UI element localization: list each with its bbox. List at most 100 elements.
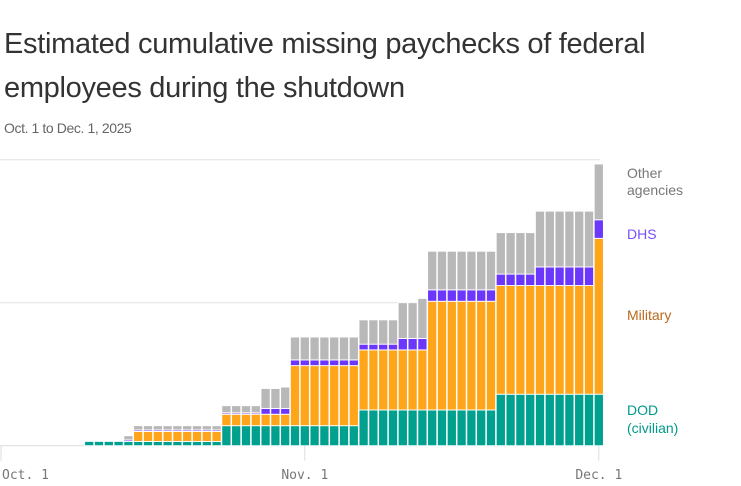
- bar-segment-dhs: [593, 219, 604, 239]
- bar-segment-dod-civilian: [133, 440, 144, 447]
- bar-segment-other-agencies: [289, 336, 301, 361]
- bar-segment-military: [436, 300, 448, 411]
- bar-segment-other-agencies: [476, 250, 487, 291]
- bar-segment-military: [368, 349, 379, 411]
- bar-segment-dhs: [495, 273, 506, 286]
- bar-segment-dod-civilian: [534, 393, 546, 447]
- bar-segment-dod-civilian: [456, 409, 467, 447]
- bar-segment-other-agencies: [583, 210, 595, 268]
- bar-segment-dod-civilian: [436, 409, 448, 447]
- bar-segment-dod-civilian: [446, 409, 457, 447]
- bar-segment-dhs: [289, 359, 301, 367]
- bar-segment-military: [534, 285, 546, 395]
- bar-segment-dhs: [534, 266, 546, 286]
- bar-segment-dod-civilian: [152, 440, 163, 447]
- x-tick-label: Nov. 1: [281, 468, 328, 483]
- bar-segment-dod-civilian: [505, 393, 516, 447]
- bar-segment-dod-civilian: [554, 393, 565, 447]
- bar-segment-dod-civilian: [387, 409, 399, 447]
- bar-segment-dod-civilian: [368, 409, 379, 447]
- bar-segment-military: [250, 413, 261, 427]
- bar-segment-dod-civilian: [329, 425, 340, 447]
- bar-segment-military: [466, 300, 477, 411]
- bar-segment-dod-civilian: [525, 393, 536, 447]
- bar-segment-military: [319, 365, 330, 427]
- bar-segment-dod-civilian: [84, 440, 95, 447]
- bar-segment-other-agencies: [260, 388, 271, 409]
- bar-segment-dod-civilian: [93, 440, 105, 447]
- x-axis: Oct. 1 Nov. 1 Dec. 1: [0, 445, 622, 483]
- bar-segment-other-agencies: [182, 425, 193, 431]
- bar-segment-military: [554, 285, 565, 395]
- bar-segment-dod-civilian: [201, 440, 212, 447]
- bar-segment-military: [270, 413, 281, 427]
- bar-segment-military: [564, 285, 575, 395]
- bar-segment-military: [338, 365, 350, 427]
- bar-segment-dod-civilian: [289, 425, 301, 447]
- title-line-1: Estimated cumulative missing paychecks o…: [4, 28, 646, 60]
- bar-segment-military: [289, 365, 301, 427]
- bar-segment-military: [133, 430, 144, 442]
- bar-segment-other-agencies: [456, 250, 467, 291]
- bar-segment-dhs: [544, 266, 555, 286]
- bar-segment-other-agencies: [172, 425, 183, 431]
- bar-segment-military: [211, 430, 222, 442]
- bar-segment-military: [231, 413, 242, 427]
- bar-segment-military: [407, 349, 418, 411]
- bar-segment-military: [201, 430, 212, 442]
- bar-segment-other-agencies: [397, 302, 408, 339]
- bar-segment-other-agencies: [564, 210, 575, 268]
- bar-segment-dod-civilian: [113, 440, 124, 447]
- bar-segment-dod-civilian: [260, 425, 271, 447]
- bar-segment-dhs: [446, 289, 457, 302]
- legend-label-other-agencies: Other agencies: [627, 165, 683, 198]
- bar-segment-dod-civilian: [358, 409, 369, 447]
- bar-segment-military: [515, 285, 526, 395]
- bar-segment-other-agencies: [495, 232, 506, 275]
- bar-segment-dod-civilian: [299, 425, 310, 447]
- bar-segment-other-agencies: [338, 336, 350, 361]
- bar-segment-dhs: [466, 289, 477, 302]
- bar-segment-dhs: [456, 289, 467, 302]
- bar-segment-dod-civilian: [162, 440, 173, 447]
- bar-segment-dod-civilian: [427, 409, 438, 447]
- bar-segment-dhs: [338, 359, 350, 367]
- bar-segment-other-agencies: [270, 388, 281, 409]
- title-line-2: employees during the shutdown: [4, 72, 405, 104]
- bar-segment-dhs: [329, 359, 340, 367]
- bar-segment-military: [182, 430, 193, 442]
- bar-segment-other-agencies: [142, 425, 154, 431]
- bar-segment-military: [299, 365, 310, 427]
- bar-segment-military: [485, 300, 497, 411]
- bar-segment-dhs: [515, 273, 526, 286]
- bar-segment-military: [191, 430, 203, 442]
- bar-segment-dod-civilian: [515, 393, 526, 447]
- bar-segment-other-agencies: [505, 232, 516, 275]
- bar-segment-dhs: [260, 408, 271, 415]
- bar-segment-other-agencies: [485, 250, 497, 291]
- bar-segment-military: [221, 413, 232, 427]
- bar-segment-dod-civilian: [103, 440, 114, 447]
- bar-segment-dod-civilian: [221, 425, 232, 447]
- bar-segment-military: [574, 285, 585, 395]
- bar-segment-other-agencies: [554, 210, 565, 268]
- bar-segment-dhs: [427, 289, 438, 302]
- bar-segment-dhs: [309, 359, 320, 367]
- chart-subtitle: Oct. 1 to Dec. 1, 2025: [4, 120, 132, 136]
- bar-segment-other-agencies: [387, 319, 399, 345]
- bar-segment-other-agencies: [378, 319, 389, 345]
- bar-segment-other-agencies: [280, 386, 291, 409]
- bar-segment-military: [378, 349, 389, 411]
- bar-segment-other-agencies: [466, 250, 477, 291]
- bars: [84, 163, 604, 447]
- bar-segment-other-agencies: [299, 336, 310, 361]
- legend-label-dod-civilian: DOD (civilian): [627, 402, 678, 436]
- bar-segment-dod-civilian: [191, 440, 203, 447]
- bar-segment-dod-civilian: [231, 425, 242, 447]
- bar-segment-dhs: [299, 359, 310, 367]
- bar-segment-military: [525, 285, 536, 395]
- bar-segment-dod-civilian: [182, 440, 193, 447]
- bar-segment-dod-civilian: [172, 440, 183, 447]
- bar-segment-other-agencies: [162, 425, 173, 431]
- bar-segment-military: [348, 365, 359, 427]
